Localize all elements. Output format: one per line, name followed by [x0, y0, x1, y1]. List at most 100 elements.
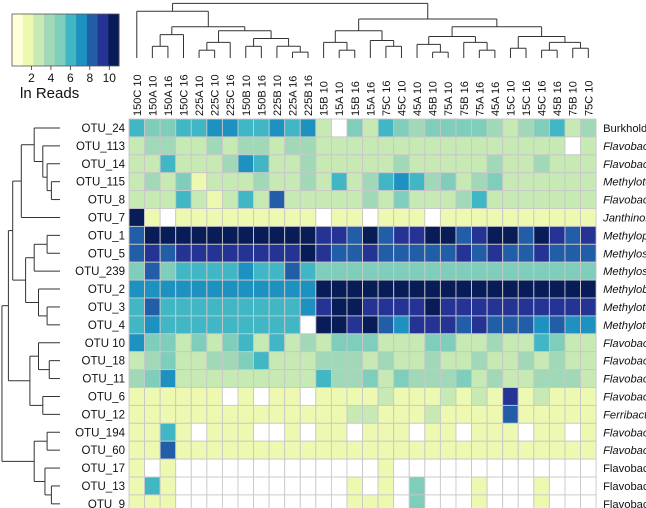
heatmap-cell	[128, 118, 146, 138]
heatmap-cell	[564, 225, 581, 245]
heatmap-cell	[486, 458, 504, 478]
heatmap-cell	[190, 261, 208, 281]
heatmap-cell	[346, 476, 364, 496]
heatmap-cell	[206, 172, 223, 192]
heatmap-cell	[502, 279, 519, 299]
heatmap-cell	[439, 297, 457, 317]
heatmap-cell	[455, 422, 472, 442]
heatmap-cell	[377, 172, 395, 192]
heatmap-cell	[346, 279, 364, 299]
heatmap-cell	[330, 261, 348, 281]
heatmap-cell	[128, 494, 146, 508]
heatmap-cell	[159, 225, 177, 245]
heatmap-cell	[564, 118, 581, 138]
heatmap-cell	[253, 476, 270, 496]
heatmap-cell	[206, 369, 223, 388]
heatmap-cell	[377, 333, 395, 353]
heatmap-cell	[299, 458, 317, 478]
heatmap-cell	[486, 440, 504, 460]
heatmap-cell	[190, 297, 208, 317]
heatmap-cell	[284, 422, 301, 442]
column-label: 225B 16	[303, 75, 315, 116]
heatmap-cell	[486, 315, 504, 335]
heatmap-cell	[237, 440, 255, 460]
heatmap-cell	[517, 154, 535, 174]
heatmap-cell	[439, 118, 457, 138]
heatmap-cell	[346, 333, 364, 353]
heatmap-cell	[517, 118, 535, 138]
heatmap-cell	[393, 172, 410, 192]
heatmap-cell	[346, 458, 364, 478]
heatmap-cell	[175, 333, 192, 353]
column-label: 15B 10	[319, 81, 331, 116]
heatmap-cell	[315, 190, 332, 209]
heatmap-cell	[393, 458, 410, 478]
heatmap-cell	[517, 225, 535, 245]
heatmap-cell	[408, 458, 426, 478]
heatmap-cell	[548, 333, 566, 353]
heatmap-cell	[315, 387, 332, 406]
heatmap-cell	[424, 243, 441, 263]
row-label: OTU_12	[82, 409, 125, 421]
heatmap-cell	[580, 458, 597, 478]
heatmap-cell	[486, 333, 504, 353]
heatmap-cell	[221, 387, 239, 406]
heatmap-cell	[471, 440, 488, 460]
heatmap-cell	[580, 118, 597, 138]
heatmap-cell	[144, 369, 161, 388]
heatmap-cell	[548, 172, 566, 192]
column-label: 15C 16	[521, 81, 533, 116]
heatmap-cell	[253, 279, 270, 299]
heatmap-cell	[533, 279, 550, 299]
heatmap-cell	[564, 243, 581, 263]
heatmap-cell	[377, 279, 395, 299]
heatmap-cell	[237, 369, 255, 388]
heatmap-cell	[284, 333, 301, 353]
key-swatch	[33, 14, 45, 66]
heatmap-cell	[221, 190, 239, 209]
heatmap-cell	[517, 208, 535, 227]
heatmap-cell	[175, 172, 192, 192]
heatmap-cell	[439, 369, 457, 388]
heatmap-cell	[253, 404, 270, 424]
row-label: OTU 10	[85, 338, 125, 350]
heatmap-cell	[377, 225, 395, 245]
heatmap-cell	[221, 243, 239, 263]
heatmap-cell	[393, 154, 410, 174]
heatmap-cell	[144, 243, 161, 263]
heatmap-cell	[502, 476, 519, 496]
heatmap-cell	[144, 440, 161, 460]
heatmap-cell	[580, 404, 597, 424]
heatmap-cell	[268, 351, 286, 371]
row-label: OTU_239	[75, 266, 125, 278]
heatmap-cell	[206, 422, 223, 442]
taxon-label: Janthinobacterium	[602, 212, 646, 224]
heatmap-cell	[315, 494, 332, 508]
heatmap-cell	[424, 494, 441, 508]
taxon-label: Methylotenera type 13	[603, 302, 646, 314]
heatmap-cell	[175, 351, 192, 371]
heatmap-cell	[548, 422, 566, 442]
heatmap-cell	[362, 458, 379, 478]
heatmap-cell	[564, 404, 581, 424]
heatmap-cell	[159, 369, 177, 388]
heatmap-cell	[144, 494, 161, 508]
heatmap-cell	[206, 297, 223, 317]
heatmap-cell	[502, 172, 519, 192]
heatmap-cell	[175, 422, 192, 442]
key-title: ln Reads	[20, 85, 79, 102]
heatmap-cell	[268, 458, 286, 478]
heatmap-cell	[299, 315, 317, 335]
heatmap-cell	[362, 279, 379, 299]
heatmap-cell	[330, 387, 348, 406]
heatmap-cell	[253, 118, 270, 138]
heatmap-cell	[346, 422, 364, 442]
heatmap-cell	[471, 315, 488, 335]
heatmap-cell	[377, 422, 395, 442]
heatmap-cell	[533, 136, 550, 156]
column-dendrogram	[136, 2, 589, 58]
heatmap-cell	[346, 369, 364, 388]
heatmap-cell	[221, 297, 239, 317]
heatmap-cell	[580, 315, 597, 335]
heatmap-cell	[471, 297, 488, 317]
